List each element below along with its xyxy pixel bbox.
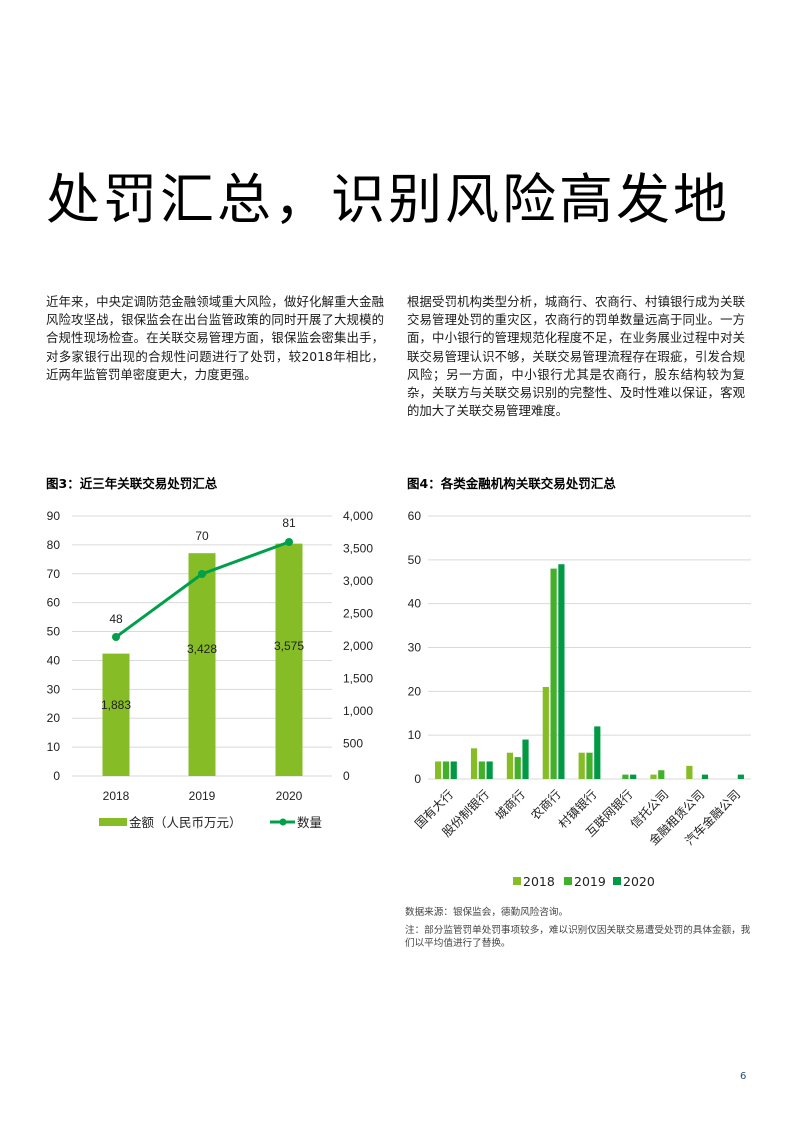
institution-bar — [578, 752, 585, 779]
count-label: 48 — [109, 612, 123, 626]
amount-label: 3,428 — [187, 642, 217, 656]
institution-bar — [558, 564, 565, 779]
institution-bar — [622, 774, 629, 779]
chart4-legend: 2018 2019 2020 — [513, 874, 655, 889]
y-axis-tick: 60 — [408, 509, 422, 523]
right-axis-tick: 1,000 — [343, 704, 373, 718]
right-axis-tick: 1,500 — [343, 672, 373, 686]
chart3-legend: 金额（人民币万元） 数量 — [99, 815, 322, 830]
amount-bar — [188, 553, 216, 776]
amount-label: 1,883 — [101, 698, 131, 712]
right-axis-tick: 500 — [343, 737, 363, 751]
right-axis-tick: 3,500 — [343, 542, 373, 556]
count-marker — [112, 633, 120, 641]
right-axis-tick: 2,500 — [343, 607, 373, 621]
legend-count: 数量 — [297, 815, 322, 830]
right-axis-tick: 2,000 — [343, 639, 373, 653]
count-marker — [198, 570, 206, 578]
figure4-title: 图4：各类金融机构关联交易处罚汇总 — [407, 476, 616, 491]
institution-bar — [514, 757, 521, 779]
right-axis-tick: 3,000 — [343, 574, 373, 588]
institution-bar — [650, 774, 657, 779]
institution-bar — [470, 748, 478, 779]
y-axis-tick: 20 — [408, 684, 422, 698]
left-axis-tick: 20 — [47, 711, 61, 725]
institution-label: 农商行 — [528, 787, 564, 823]
y-axis-tick: 50 — [408, 553, 422, 567]
left-axis-tick: 0 — [53, 769, 60, 783]
institution-bar — [586, 752, 593, 779]
y-axis-tick: 40 — [408, 597, 422, 611]
institution-bar — [594, 726, 601, 779]
institution-bar — [542, 686, 549, 779]
institution-bar — [450, 761, 457, 779]
y-axis-tick: 10 — [408, 728, 422, 742]
institution-bar — [630, 774, 637, 779]
amount-label: 3,575 — [274, 639, 304, 653]
left-axis-tick: 30 — [47, 682, 61, 696]
legend-year: 2018 — [523, 874, 555, 889]
count-marker — [285, 538, 293, 546]
legend-amount: 金额（人民币万元） — [129, 815, 242, 830]
legend-year: 2019 — [574, 874, 606, 889]
penalty-summary-chart: 0 10 20 30 40 50 60 70 80 90 0 500 1,000 1,500 2,000 2,… — [0, 500, 395, 845]
institution-bar — [658, 770, 665, 779]
legend-bar-swatch — [99, 818, 127, 826]
left-axis-tick: 10 — [47, 740, 61, 754]
institution-bar — [522, 739, 529, 779]
institution-bar — [701, 774, 709, 779]
legend-swatch — [564, 877, 572, 885]
legend-swatch — [513, 877, 521, 885]
year-label: 2018 — [103, 789, 130, 803]
page-number: 6 — [740, 1071, 747, 1082]
institution-bar — [506, 752, 514, 779]
institution-bar — [737, 774, 744, 779]
amount-bar — [275, 543, 303, 776]
page-title: 处罚汇总，识别风险高发地 — [46, 168, 730, 231]
legend-year: 2020 — [623, 874, 655, 889]
institution-bar — [478, 761, 485, 779]
count-label: 70 — [195, 529, 209, 543]
institution-bar — [486, 761, 493, 779]
left-axis-tick: 60 — [47, 596, 61, 610]
institution-bar — [435, 761, 442, 779]
footnote: 注：部分监管罚单处罚事项较多，难以识别仅因关联交易遭受处罚的具体金额，我们以平均… — [405, 925, 751, 949]
amount-bar — [102, 653, 130, 776]
institution-bar — [442, 761, 450, 779]
y-axis-tick: 0 — [414, 772, 421, 786]
year-label: 2020 — [276, 789, 303, 803]
left-axis-tick: 70 — [47, 567, 61, 581]
year-label: 2019 — [189, 789, 216, 803]
legend-swatch — [613, 877, 621, 885]
left-axis-tick: 90 — [47, 509, 61, 523]
intro-paragraph-left: 近年来，中央定调防范金融领域重大风险，做好化解重大金融风险攻坚战，银保监会在出台… — [46, 294, 384, 382]
institution-label: 城商行 — [492, 787, 528, 823]
data-source-note: 数据来源：银保监会，德勤风险咨询。 — [405, 907, 569, 918]
left-axis-tick: 80 — [47, 538, 61, 552]
left-axis-tick: 40 — [47, 653, 61, 667]
intro-paragraph-right: 根据受罚机构类型分析，城商行、农商行、村镇银行成为关联交易管理处罚的重灾区，农商… — [407, 294, 745, 419]
count-label: 81 — [282, 516, 296, 530]
institution-bar — [550, 568, 557, 779]
legend-line-marker — [279, 818, 287, 826]
institution-penalty-chart: 0 10 20 30 40 50 60 国有大行 股份制银行 城商行 农商行 村镇银行 互联网银行 信托公… — [395, 500, 793, 895]
figure3-title: 图3：近三年关联交易处罚汇总 — [46, 476, 218, 491]
institution-bar — [686, 765, 693, 779]
left-axis-tick: 50 — [47, 625, 61, 639]
right-axis-tick: 4,000 — [343, 509, 373, 523]
right-axis-tick: 0 — [343, 769, 350, 783]
y-axis-tick: 30 — [408, 641, 422, 655]
